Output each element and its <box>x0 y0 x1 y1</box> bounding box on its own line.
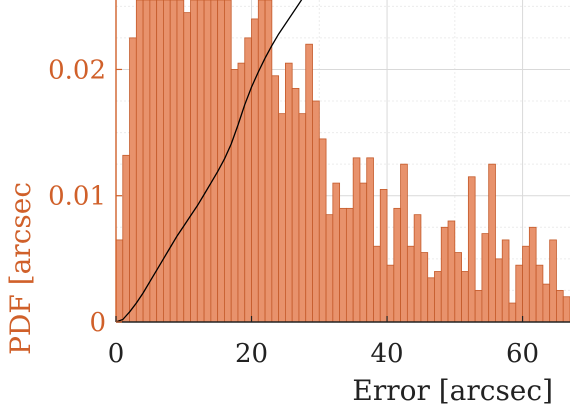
histogram-bar <box>122 154 130 322</box>
cdf-line <box>116 0 303 322</box>
histogram-bar <box>278 113 286 322</box>
histogram-bar <box>291 87 300 322</box>
histogram-bar <box>298 113 307 322</box>
histogram-bar <box>237 62 246 322</box>
histogram-bar <box>244 37 252 322</box>
x-tick-label: 20 <box>235 339 268 369</box>
histogram-bar <box>406 245 415 322</box>
histogram-bar <box>373 245 381 322</box>
histogram-bar <box>535 264 544 322</box>
histogram-bar <box>427 277 435 322</box>
histogram-bar <box>183 12 191 322</box>
histogram-bar <box>210 0 219 322</box>
histogram-bar <box>149 0 158 322</box>
histogram-bar <box>528 226 537 322</box>
histogram-bar <box>325 214 334 322</box>
histogram-bar <box>332 182 341 322</box>
x-tick-label: 0 <box>108 339 125 369</box>
histogram-bar <box>176 0 185 322</box>
histogram-bar <box>420 252 429 322</box>
y-tick-labels: 0 0.01 0.02 <box>48 55 106 338</box>
histogram-bar <box>481 233 490 322</box>
histogram-bar <box>542 283 551 322</box>
histogram-bar <box>230 69 239 322</box>
x-tick-label: 60 <box>506 339 539 369</box>
histogram-bar <box>501 239 510 322</box>
histogram-bar <box>156 0 164 322</box>
histogram-bar <box>440 226 449 322</box>
histogram-bar <box>556 290 564 322</box>
histogram-bar <box>142 0 151 322</box>
histogram-bar <box>203 0 212 322</box>
histogram-bar <box>454 252 462 322</box>
histogram-bar <box>461 271 469 322</box>
histogram-bar <box>467 176 476 322</box>
histogram-bar <box>129 37 137 322</box>
histogram-bar <box>379 189 388 322</box>
x-tick-label: 40 <box>370 339 403 369</box>
histogram-bar <box>393 207 401 322</box>
histogram-bar <box>116 239 124 322</box>
histogram-bar <box>474 290 483 322</box>
histogram-bar <box>169 0 178 322</box>
histogram-bar <box>359 182 368 322</box>
histogram-bar <box>285 62 293 322</box>
histogram-bar <box>515 264 523 322</box>
histogram-bars <box>116 0 570 322</box>
histogram-bar <box>508 302 517 322</box>
histogram-bar <box>447 220 456 322</box>
x-axis-label: Error [arcsec] <box>352 374 553 407</box>
histogram-bar <box>305 43 313 322</box>
histogram-bar <box>413 214 422 322</box>
histogram-bar <box>135 0 144 322</box>
histogram-bar <box>312 100 320 322</box>
histogram-bar <box>495 258 503 322</box>
histogram-bar <box>257 0 266 322</box>
histogram-bar <box>549 239 557 322</box>
histogram-bar <box>400 163 408 322</box>
y-axis-label: PDF [arcsec <box>4 182 37 355</box>
histogram-bar <box>386 264 395 322</box>
histogram-bar <box>163 0 171 322</box>
y-tick-label: 0.02 <box>48 55 106 85</box>
histogram-bar <box>345 207 354 322</box>
histogram-bar <box>434 271 442 322</box>
histogram-bar <box>251 18 259 322</box>
histogram-bar <box>196 0 205 322</box>
axes <box>115 0 570 323</box>
histogram-bar <box>522 245 530 322</box>
y-tick-label: 0.01 <box>48 182 106 212</box>
histogram-bar <box>488 163 496 322</box>
histogram-bar <box>271 75 280 322</box>
histogram-bar <box>366 157 374 322</box>
histogram-bar <box>339 207 347 322</box>
histogram-bar <box>224 0 232 322</box>
x-tick-labels: 0 20 40 60 <box>108 339 539 369</box>
histogram-bar <box>352 157 361 322</box>
histogram-bar <box>562 296 570 322</box>
y-tick-label: 0 <box>89 308 106 338</box>
histogram-bar <box>318 138 327 322</box>
histogram-bar <box>190 0 198 322</box>
